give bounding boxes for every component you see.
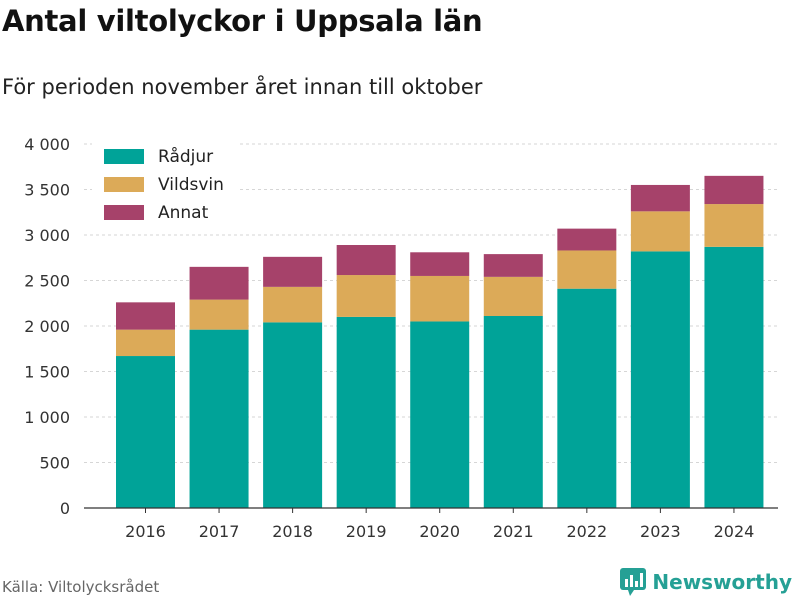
- x-tick-label: 2023: [640, 522, 681, 541]
- brand-logo: Newsworthy: [620, 568, 792, 596]
- bar-segment-radjur: [410, 321, 470, 508]
- newsworthy-logo-icon: [620, 568, 647, 596]
- bar-segment-vildsvin: [704, 204, 764, 247]
- bar-segment-annat: [483, 254, 543, 277]
- x-tick-label: 2017: [199, 522, 240, 541]
- legend-label: Rådjur: [158, 146, 213, 167]
- bar-segment-radjur: [116, 356, 175, 508]
- y-tick-label: 2 500: [24, 272, 70, 291]
- y-tick-label: 2 000: [24, 317, 70, 336]
- chart-subtitle: För perioden november året innan till ok…: [2, 75, 483, 99]
- bar-segment-annat: [704, 175, 764, 205]
- x-tick-label: 2022: [566, 522, 607, 541]
- legend-swatch: [104, 177, 144, 192]
- legend-label: Vildsvin: [158, 175, 224, 195]
- x-tick-label: 2018: [272, 522, 313, 541]
- chart-title: Antal viltolyckor i Uppsala län: [2, 4, 483, 38]
- bar-segment-annat: [263, 256, 323, 287]
- x-tick-label: 2016: [125, 522, 166, 541]
- bar-segment-annat: [116, 302, 175, 330]
- y-tick-label: 1 000: [24, 408, 70, 427]
- legend-label: Annat: [158, 203, 209, 223]
- y-tick-label: 500: [39, 454, 70, 473]
- x-tick-label: 2020: [419, 522, 460, 541]
- bar-segment-vildsvin: [116, 329, 175, 357]
- bar-segment-annat: [630, 184, 690, 212]
- bar-segment-annat: [189, 266, 249, 300]
- bar-segment-annat: [557, 228, 617, 251]
- bar-segment-radjur: [189, 329, 249, 508]
- x-tick-label: 2024: [714, 522, 755, 541]
- bar-segment-annat: [410, 252, 470, 276]
- x-tick-label: 2019: [346, 522, 387, 541]
- legend-swatch: [104, 149, 144, 164]
- legend-swatch: [104, 205, 144, 220]
- bar-segment-vildsvin: [557, 250, 617, 289]
- bar-segment-radjur: [263, 322, 323, 508]
- y-tick-label: 1 500: [24, 363, 70, 382]
- bar-segment-vildsvin: [483, 276, 543, 316]
- bar-segment-annat: [336, 245, 396, 276]
- y-tick-label: 3 500: [24, 181, 70, 200]
- bar-segment-radjur: [336, 316, 396, 508]
- bar-segment-radjur: [483, 315, 543, 508]
- bar-segment-radjur: [630, 251, 690, 508]
- bar-segment-vildsvin: [630, 211, 690, 252]
- bar-segment-radjur: [557, 288, 617, 508]
- y-tick-label: 4 000: [24, 135, 70, 154]
- bar-segment-vildsvin: [189, 299, 249, 330]
- bar-segment-radjur: [704, 246, 764, 508]
- bar-segment-vildsvin: [263, 286, 323, 323]
- x-tick-label: 2021: [493, 522, 534, 541]
- brand-name: Newsworthy: [652, 570, 792, 594]
- source-note: Källa: Viltolycksrådet: [2, 578, 160, 596]
- bar-segment-vildsvin: [336, 275, 396, 317]
- y-tick-label: 3 000: [24, 226, 70, 245]
- y-tick-label: 0: [60, 499, 70, 518]
- bar-segment-vildsvin: [410, 275, 470, 322]
